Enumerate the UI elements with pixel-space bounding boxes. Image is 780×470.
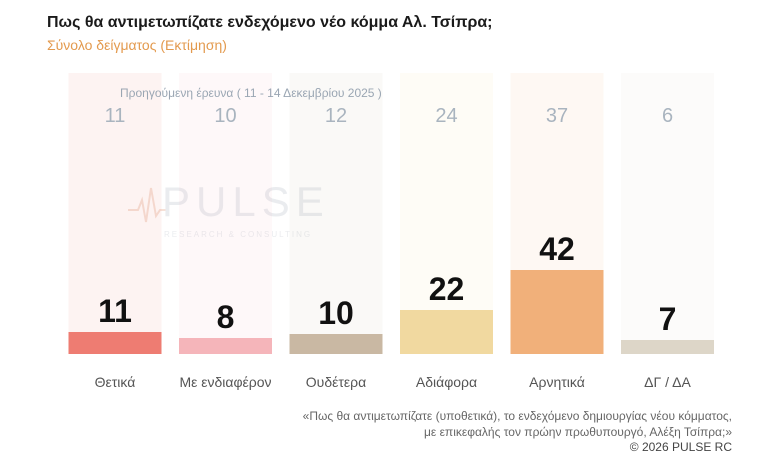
bar [68,332,162,354]
watermark-brand: PULSE [162,178,330,225]
background-column [400,73,493,354]
pulse-watermark-logo: PULSE RESEARCH & CONSULTING [128,178,324,239]
category-label: Αρνητικά [529,374,585,390]
question-note-line-2: με επικεφαλής τον πρώην πρωθυπουργό, Αλέ… [423,425,732,439]
pulse-wave-icon [128,187,168,223]
previous-value-label: 24 [435,105,457,127]
previous-value-label: 37 [546,105,568,127]
previous-value-label: 12 [325,105,347,127]
bar-value-label: 10 [318,295,354,331]
previous-value-label: 11 [105,105,126,127]
bar-value-label: 11 [98,293,132,329]
bar-value-label: 7 [659,301,677,337]
watermark-tagline: RESEARCH & CONSULTING [164,230,313,239]
question-note: «Πως θα αντιμετωπίζατε (υποθετικά), το ε… [212,408,732,440]
bar [179,338,272,354]
category-label: Ουδέτερα [306,374,366,390]
bar-value-label: 42 [539,231,575,267]
background-column [621,73,714,354]
bar [289,334,383,354]
bar-chart: 11 11 Θετικά 10 8 Με ενδιαφέρον 12 10 Ουδέτερα 24… [68,73,714,390]
category-label: Αδιάφορα [416,374,477,390]
previous-value-label: 10 [214,105,236,127]
category-label: Θετικά [95,374,136,390]
chart-subtitle: Σύνολο δείγματος (Εκτίμηση) [47,37,227,53]
copyright: © 2026 PULSE RC [629,440,732,454]
bar-value-label: 8 [217,299,235,335]
previous-survey-label: Προηγούμενη έρευνα ( 11 - 14 Δεκεμβρίου … [120,86,382,100]
previous-value-label: 6 [662,105,673,127]
category-label: Με ενδιαφέρον [179,374,271,390]
background-column [179,73,272,354]
category-label: ΔΓ / ΔΑ [644,374,691,390]
background-column [68,73,162,354]
chart-title: Πως θα αντιμετωπίζατε ενδεχόμενο νέο κόμ… [47,14,493,31]
bar [400,310,493,354]
bar-value-label: 22 [429,271,465,307]
background-column [289,73,383,354]
bar [621,340,714,354]
question-note-line-1: «Πως θα αντιμετωπίζατε (υποθετικά), το ε… [302,409,732,423]
bar [510,270,604,354]
